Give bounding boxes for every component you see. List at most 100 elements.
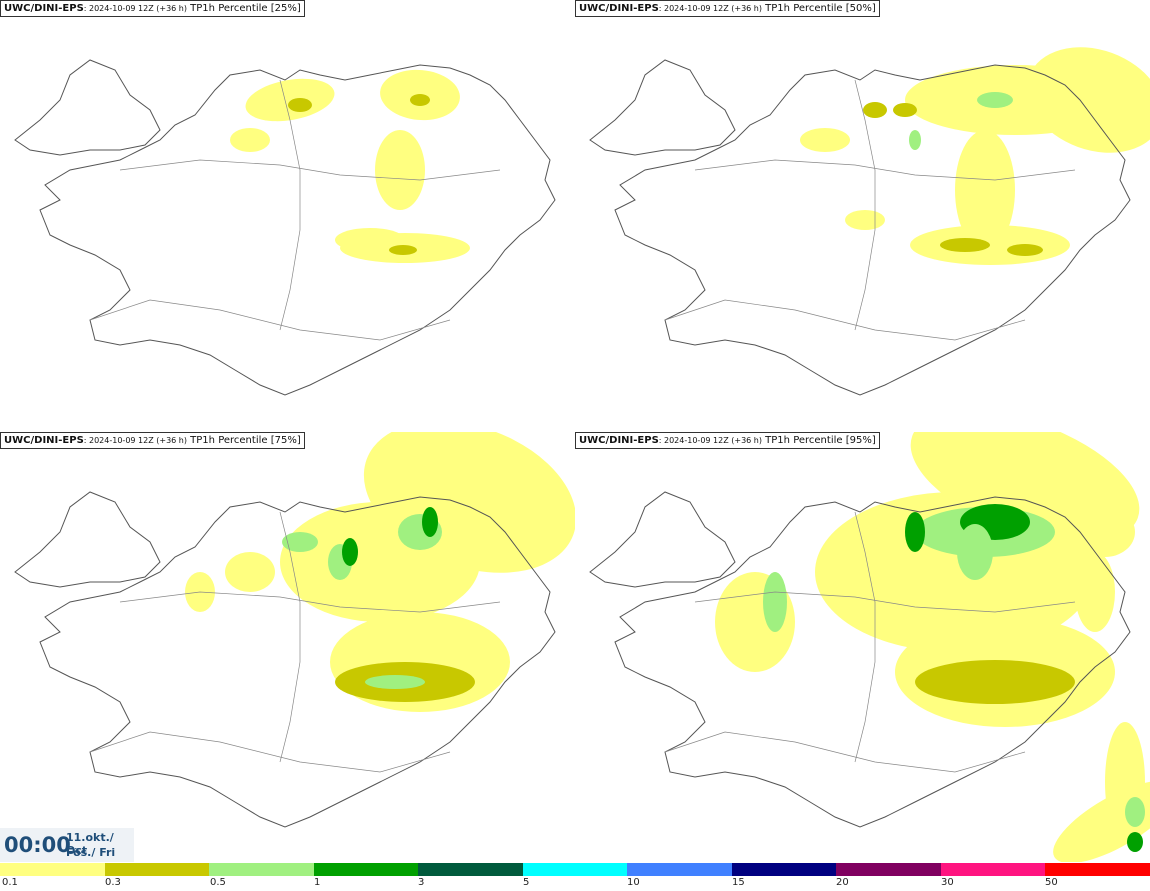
precip-area [915,660,1075,704]
legend-swatch [209,863,314,876]
precip-area [940,238,990,252]
road-line [854,79,876,331]
westfjords-coastline [14,59,161,156]
legend-swatch [940,863,1046,876]
model-name: UWC/DINI-EPS [4,3,84,14]
precip-area [1007,244,1043,256]
legend-label: 1 [314,877,321,888]
road-line [854,511,876,763]
legend-label: 15 [732,877,745,888]
westfjords-coastline [14,491,161,588]
legend-swatch [731,863,837,876]
model-name: UWC/DINI-EPS [4,435,84,446]
panel-title: UWC/DINI-EPS: 2024-10-09 12Z (+36 h) TP1… [0,432,305,449]
legend-swatch [836,863,941,876]
valid-time-box: 00:00 11.okt./ Oct Fös./ Fri [0,828,134,862]
legend-swatch [0,863,105,876]
legend-swatch [418,863,523,876]
precip-area [280,502,480,622]
precip-area [389,245,417,255]
road-line [119,591,501,613]
precip-area [893,103,917,117]
legend-labels: 0.1 0.3 0.5 1 3 5 10 15 20 30 50 [0,877,1150,891]
percentile-label: TP1h Percentile [50%] [765,3,876,14]
precip-area [1125,797,1145,827]
precip-area [763,572,787,632]
iceland-coastline [614,64,1131,396]
legend-swatch [522,863,628,876]
map-panel-p95: UWC/DINI-EPS: 2024-10-09 12Z (+36 h) TP1… [575,432,1150,862]
iceland-coastline [614,496,1131,828]
valid-date: 11.okt./ Oct [66,831,114,857]
precip-area [1075,507,1135,557]
map-panel-p25: UWC/DINI-EPS: 2024-10-09 12Z (+36 h) TP1… [0,0,575,430]
legend-label: 20 [836,877,849,888]
road-line [119,159,501,181]
map-panel-p75: UWC/DINI-EPS: 2024-10-09 12Z (+36 h) TP1… [0,432,575,862]
percentile-label: TP1h Percentile [75%] [190,435,301,446]
run-info: : 2024-10-09 12Z (+36 h) [83,436,187,445]
road-line [279,79,301,331]
precip-area [845,210,885,230]
road-line [89,731,451,773]
run-info: : 2024-10-09 12Z (+36 h) [658,4,762,13]
precip-area [905,65,1125,135]
westfjords-coastline [589,59,736,156]
precip-map [575,432,1150,862]
road-line [89,299,451,341]
valid-weekday: Fös./ Fri [66,846,116,859]
legend-label: 3 [418,877,425,888]
legend-swatch [1045,863,1150,876]
legend-swatch [313,863,419,876]
precip-area [1075,552,1115,632]
panel-title: UWC/DINI-EPS: 2024-10-09 12Z (+36 h) TP1… [575,432,880,449]
precip-area [245,78,335,122]
precip-map [575,0,1150,430]
precip-map [0,0,575,430]
precip-area [863,102,887,118]
precip-area [905,512,925,552]
valid-time: 00:00 [4,833,71,857]
westfjords-coastline [589,491,736,588]
legend-label: 5 [523,877,530,888]
road-line [694,159,1076,181]
precip-area [365,675,425,689]
precip-area [1127,832,1143,852]
legend-label: 30 [941,877,954,888]
panel-title: UWC/DINI-EPS: 2024-10-09 12Z (+36 h) TP1… [0,0,305,17]
map-background [0,0,575,430]
precip-area [410,94,430,106]
legend-swatch [627,863,732,876]
precip-area [955,130,1015,250]
precip-map [0,432,575,862]
color-legend [0,863,1150,876]
model-name: UWC/DINI-EPS [579,3,659,14]
legend-swatch [104,863,210,876]
legend-label: 0.3 [105,877,121,888]
model-name: UWC/DINI-EPS [579,435,659,446]
precip-area [957,524,993,580]
run-info: : 2024-10-09 12Z (+36 h) [658,436,762,445]
road-line [694,591,1076,613]
precip-area [288,98,312,112]
panel-title: UWC/DINI-EPS: 2024-10-09 12Z (+36 h) TP1… [575,0,880,17]
percentile-label: TP1h Percentile [25%] [190,3,301,14]
precip-area [375,130,425,210]
precip-area [225,552,275,592]
precip-area [230,128,270,152]
precip-area [282,532,318,552]
run-info: : 2024-10-09 12Z (+36 h) [83,4,187,13]
precip-area [342,538,358,566]
legend-label: 0.1 [2,877,18,888]
iceland-coastline [39,64,556,396]
precip-area [909,130,921,150]
precip-area [977,92,1013,108]
legend-label: 10 [627,877,640,888]
road-line [664,731,1026,773]
legend-label: 0.5 [210,877,226,888]
percentile-label: TP1h Percentile [95%] [765,435,876,446]
map-panel-p50: UWC/DINI-EPS: 2024-10-09 12Z (+36 h) TP1… [575,0,1150,430]
legend-label: 50 [1045,877,1058,888]
road-line [279,511,301,763]
iceland-coastline [39,496,556,828]
